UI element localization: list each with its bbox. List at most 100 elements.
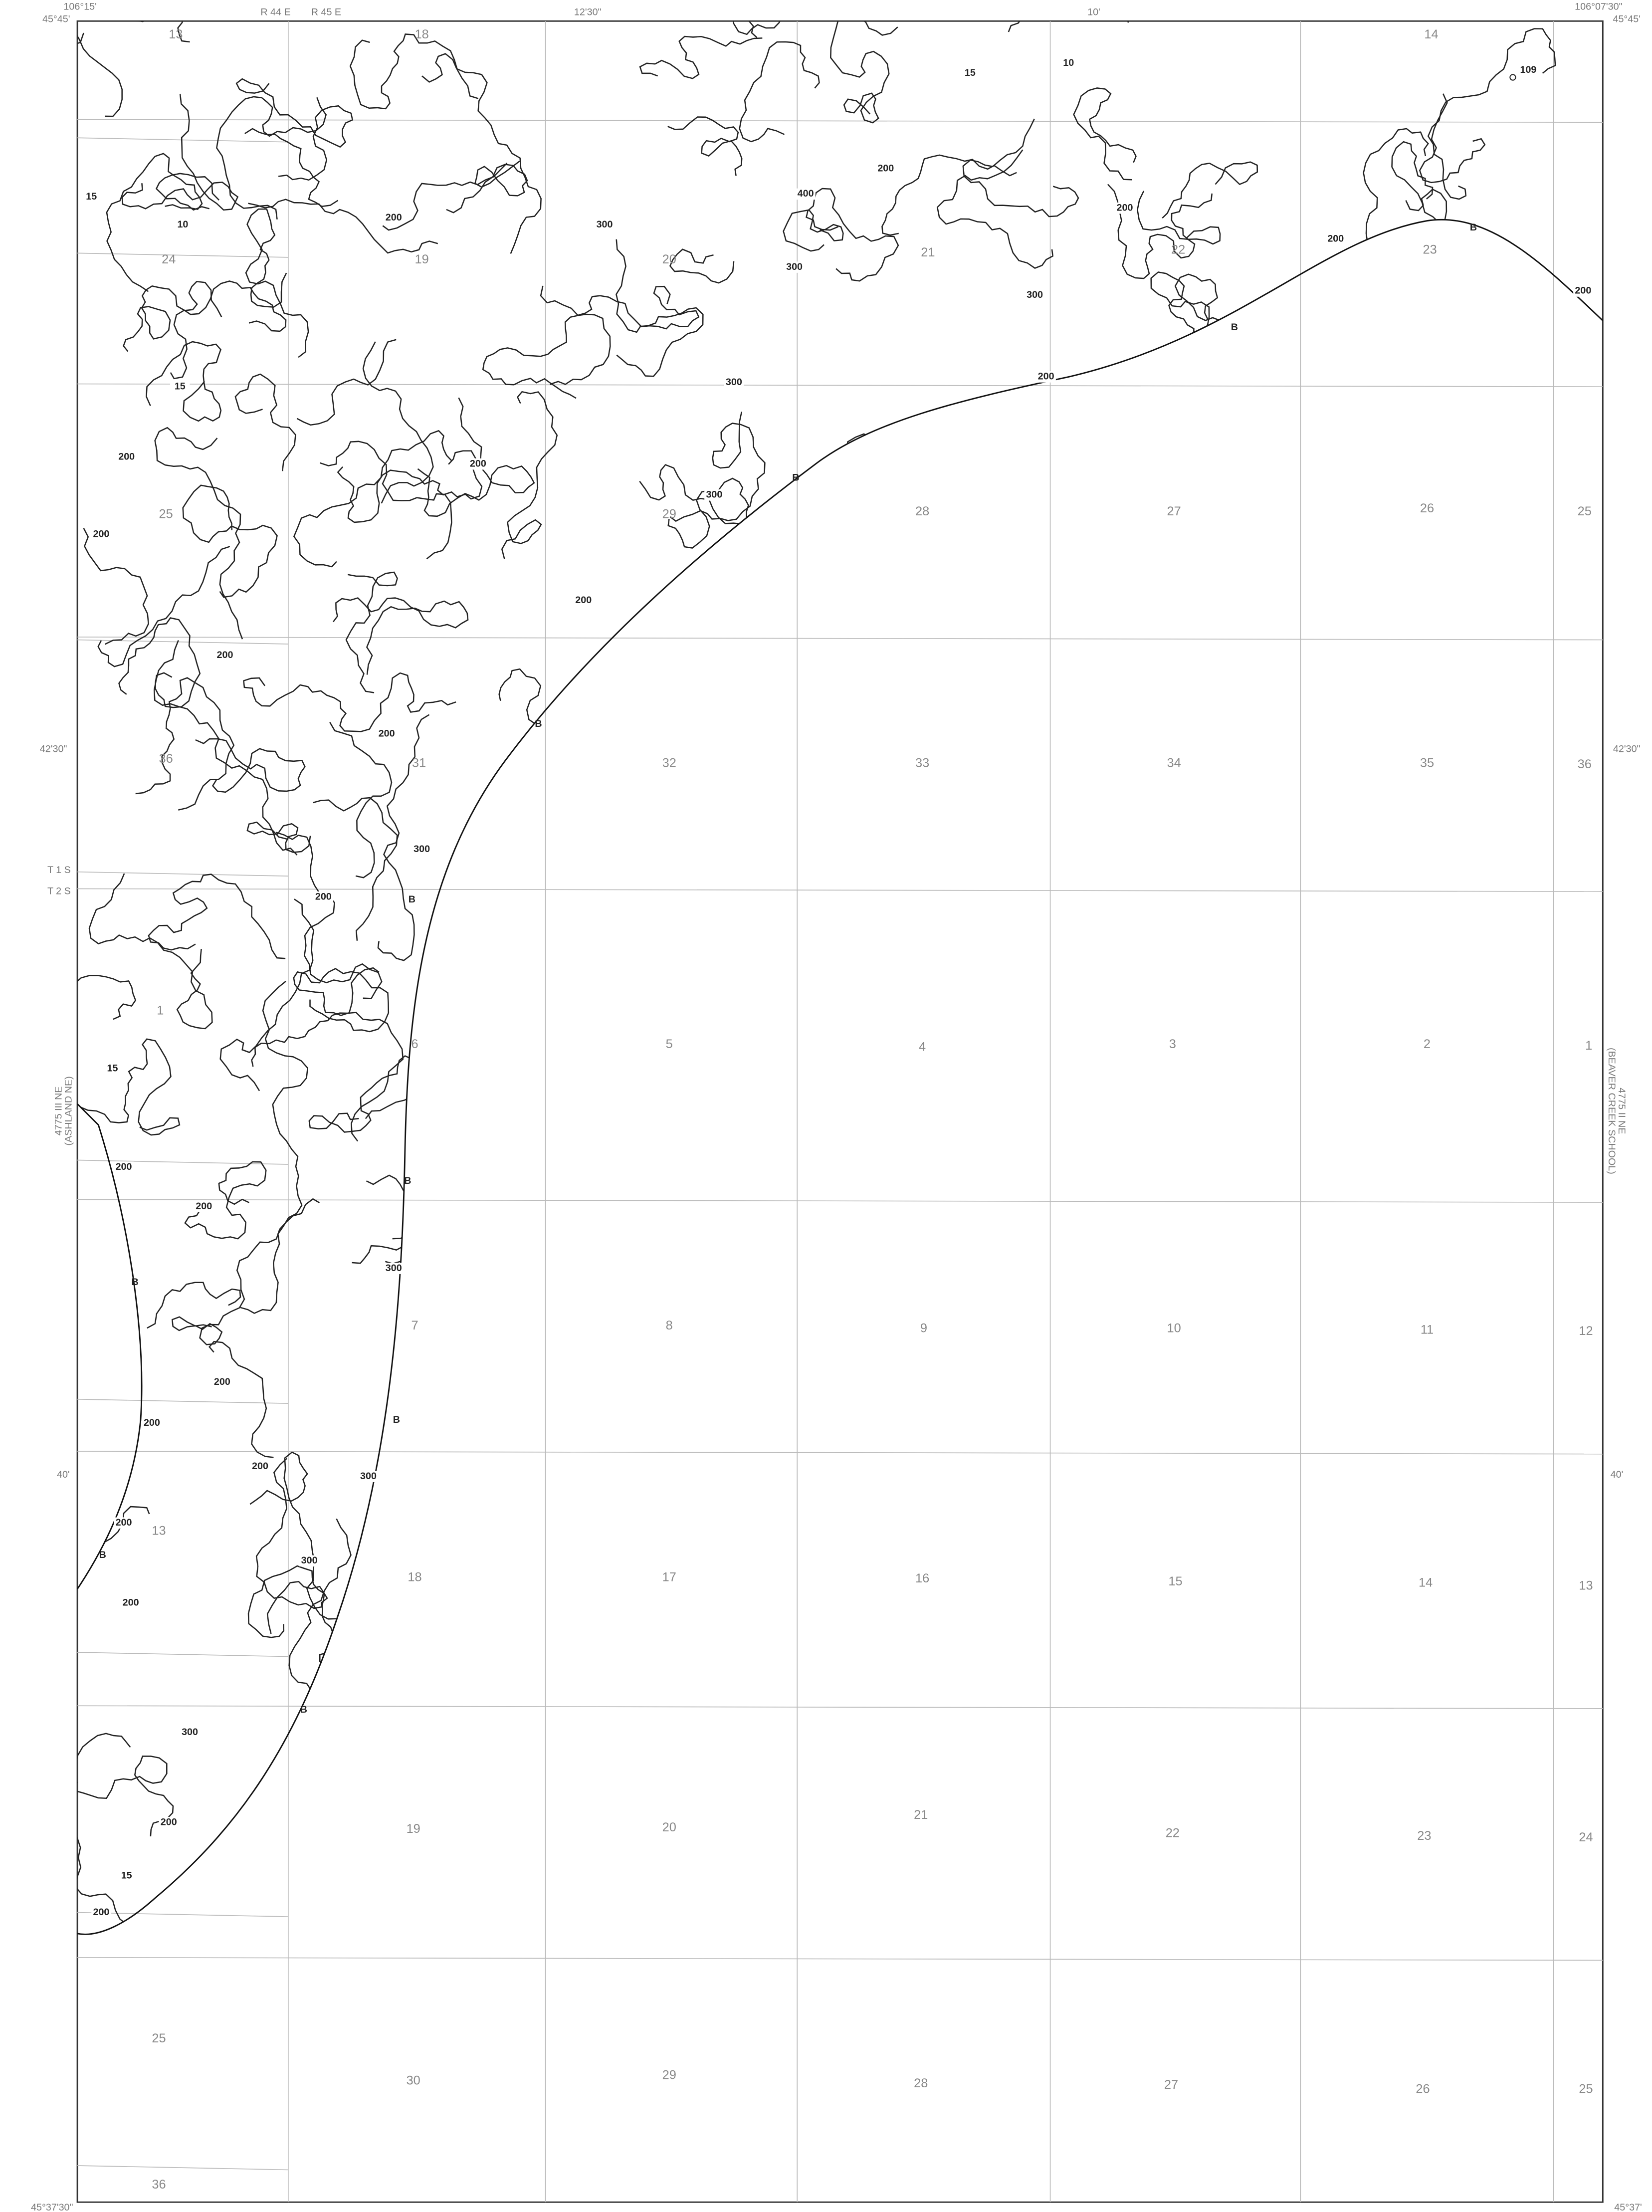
contour-label-bg [724,377,744,388]
contour-label-bg [704,489,724,501]
contour-label-bg [116,1870,137,1882]
contour-line [647,1729,750,1908]
contour-line [247,1458,325,1638]
boundary-line [76,1103,143,1590]
contour-line [1380,1466,1477,1540]
section-number: 29 [662,507,676,521]
section-line [77,1912,288,1917]
contour-line [1456,1907,1535,1935]
section-number: 18 [408,1570,421,1584]
contour-line [648,967,722,1123]
section-line [77,119,1603,123]
contour-label: 300 [413,844,430,855]
contour-line [1251,589,1361,766]
contour-label: 200 [123,1597,139,1608]
contour-line [603,741,779,803]
contour-line [1104,854,1192,978]
contour-label: 15 [175,381,186,392]
section-number: 1 [157,1003,164,1017]
contour-line [1107,184,1213,279]
section-number: 25 [152,2031,166,2045]
contour-line [1196,780,1259,874]
contour-label: 300 [1027,289,1043,300]
contour-line [352,1174,432,1264]
contour-line [1366,432,1470,557]
contour-label: 200 [315,891,332,902]
section-number: 21 [914,1808,928,1822]
contour-line [1421,617,1483,770]
contour-line [1224,1634,1300,1726]
contour-line [341,1655,428,1749]
section-number: 1 [1585,1039,1592,1053]
contour-line [632,1404,786,1548]
contour-line [345,571,398,693]
contour-line [1150,271,1237,392]
contour-line [660,753,817,856]
section-line [77,637,1603,641]
contour-line [106,153,203,292]
contour-line [628,673,751,845]
contour-line [1587,670,1603,721]
contour-line [1261,1793,1376,1876]
contour-line [266,1580,348,1759]
contour-label-bg [91,1907,111,1918]
contour-line [170,280,287,380]
boundary-label: B [535,718,542,729]
contour-label: 10 [1063,57,1074,68]
contour-line [1525,863,1603,964]
contour-label-bg [796,188,816,200]
contour-line [936,149,1054,269]
contour-line [1423,1758,1485,1935]
contour-label: 300 [726,377,742,388]
boundary-label: B [409,894,415,905]
contour-line [575,1508,698,1657]
contour-line [639,464,749,549]
contour-line [267,1805,311,1838]
contour-line [1064,611,1141,712]
contour-line [244,128,339,208]
contour-line [1357,524,1450,652]
contour-line [1456,1842,1556,1920]
contour-line [77,1506,150,1561]
contour-label: 200 [1327,233,1344,244]
contour-line [962,118,1079,218]
contour-line [296,339,397,426]
contour-line [234,373,296,471]
contour-label: 200 [116,1517,132,1528]
contour-line [1162,161,1258,219]
contour-line [1315,1874,1408,1935]
contour-line [676,1381,705,1535]
contour-label: 200 [1117,202,1133,213]
contour-line [219,898,315,1092]
contour-label-bg [377,728,397,740]
contour-line [429,1576,492,1660]
contour-line [938,1763,1143,1861]
section-number: 27 [1164,2078,1178,2092]
section-line [77,1451,1603,1455]
contour-line [240,980,309,1314]
contour-label-bg [384,212,404,224]
section-number: 19 [407,1822,420,1836]
contour-line [1390,188,1447,323]
contour-line [1337,1493,1516,1646]
contour-line [1117,1782,1213,1885]
section-number: 36 [152,2178,166,2192]
contour-line [1202,1518,1331,1566]
contour-line [195,738,306,793]
contour-line [376,1586,497,1639]
spot-elevation: 109 [1520,64,1536,75]
contour-line [123,280,222,352]
contour-label: 300 [182,1727,198,1738]
contour-line [669,248,735,284]
contour-line [1136,1189,1181,1242]
contour-line [482,313,611,399]
contour-line [1073,87,1137,181]
contour-label-bg [384,1263,404,1274]
boundary-label: B [131,1277,138,1288]
section-number: 14 [1424,27,1438,41]
section-number: 13 [1579,1578,1593,1592]
contour-line [275,832,383,999]
contour-line [565,1744,645,1819]
contour-line [404,1589,483,1687]
boundary-label: B [300,1704,307,1715]
